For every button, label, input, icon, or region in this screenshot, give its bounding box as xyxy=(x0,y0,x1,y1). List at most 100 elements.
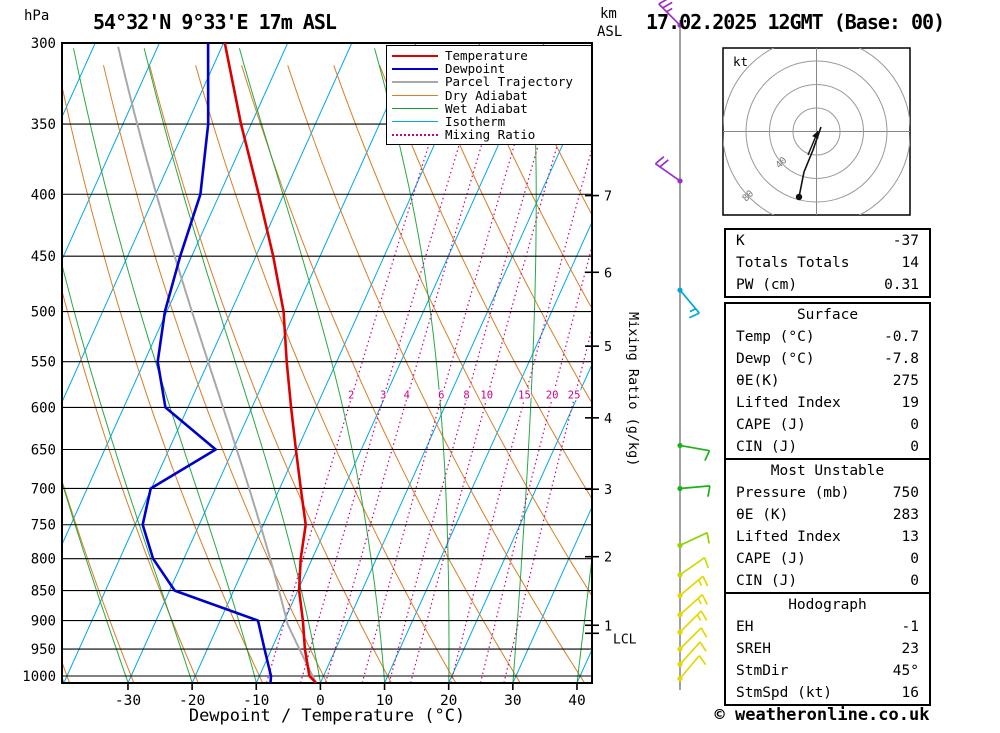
table-row-value: 16 xyxy=(901,685,919,701)
svg-text:2: 2 xyxy=(348,390,354,402)
table-row: Totals Totals 14 xyxy=(726,252,929,274)
table-row-label: Temp (°C) xyxy=(736,329,815,345)
svg-text:600: 600 xyxy=(31,400,56,416)
x-axis-label: Dewpoint / Temperature (°C) xyxy=(188,706,466,726)
svg-text:450: 450 xyxy=(31,249,56,265)
table-row-value: -0.7 xyxy=(884,329,919,345)
legend-label: Dry Adiabat xyxy=(445,87,528,103)
legend: Temperature Dewpoint Parcel Trajectory Dry … xyxy=(386,45,592,146)
legend-item: Isotherm xyxy=(392,115,586,128)
legend-label: Parcel Trajectory xyxy=(445,74,573,90)
wind-barbs xyxy=(654,0,711,690)
svg-text:10: 10 xyxy=(376,693,393,709)
table-row-value: -7.8 xyxy=(884,351,919,367)
stats-table-indices: K -37 Totals Totals 14 PW (cm) 0.31 xyxy=(724,228,931,298)
table-row-label: CIN (J) xyxy=(736,573,798,589)
svg-text:1000: 1000 xyxy=(22,669,56,685)
table-row-value: 45° xyxy=(892,663,919,679)
table-row-label: SREH xyxy=(736,641,771,657)
svg-text:10: 10 xyxy=(480,390,493,402)
table-row-label: StmSpd (kt) xyxy=(736,685,833,701)
run-date: 17.02.2025 12GMT (Base: 00) xyxy=(646,10,945,34)
table-row: CIN (J) 0 xyxy=(726,570,929,592)
table-row-value: 13 xyxy=(901,529,919,545)
svg-text:3: 3 xyxy=(380,390,386,402)
mixing-ratio-labels: 2 3 4 6 8 10 15 20 25 xyxy=(346,388,581,403)
legend-label: Isotherm xyxy=(445,114,506,130)
altitude-axis-unit-asl: ASL xyxy=(597,24,623,40)
table-row-value: 0 xyxy=(910,439,919,455)
table-row: Dewp (°C) -7.8 xyxy=(726,348,929,370)
svg-text:0: 0 xyxy=(316,693,325,709)
table-row: Lifted Index 13 xyxy=(726,526,929,548)
table-row: Temp (°C) -0.7 xyxy=(726,326,929,348)
mixing-ratio-axis-label: Mixing Ratio (g/kg) xyxy=(625,312,641,467)
svg-text:750: 750 xyxy=(31,518,56,534)
table-row-label: CIN (J) xyxy=(736,439,798,455)
table-row-value: -1 xyxy=(901,619,919,635)
pressure-gridlines xyxy=(62,42,592,677)
legend-item: Wet Adiabat xyxy=(392,102,586,115)
legend-line-sample xyxy=(392,107,438,109)
hodograph-trace xyxy=(798,126,822,198)
table-header: Surface xyxy=(796,307,859,323)
parcel-curve xyxy=(117,46,317,683)
station-title: 54°32'N 9°33'E 17m ASL xyxy=(93,10,337,34)
svg-text:25: 25 xyxy=(568,390,581,402)
svg-text:500: 500 xyxy=(31,305,56,321)
svg-text:6: 6 xyxy=(604,265,612,281)
table-row-value: 0 xyxy=(910,417,919,433)
svg-text:4: 4 xyxy=(404,390,410,402)
table-row: Lifted Index 19 xyxy=(726,392,929,414)
legend-line-sample xyxy=(392,67,438,70)
table-row-value: 0 xyxy=(910,573,919,589)
legend-line-sample xyxy=(392,94,438,96)
legend-item: Dry Adiabat xyxy=(392,89,586,102)
stats-table-hodograph: Hodograph EH -1 SREH 23 StmDir 45° StmSpd (kt) 1… xyxy=(724,592,931,706)
table-row: PW (cm) 0.31 xyxy=(726,274,929,296)
table-row-value: 275 xyxy=(892,373,919,389)
altitude-axis-unit-km: km xyxy=(600,6,617,22)
legend-line-sample xyxy=(392,80,438,83)
hodograph-unit: kt xyxy=(733,54,748,69)
svg-text:300: 300 xyxy=(31,36,56,52)
svg-text:7: 7 xyxy=(604,189,612,205)
svg-text:2: 2 xyxy=(604,550,612,566)
table-row: StmDir 45° xyxy=(726,660,929,682)
svg-text:400: 400 xyxy=(31,187,56,203)
table-row-label: CAPE (J) xyxy=(736,551,806,567)
table-row-label: Lifted Index xyxy=(736,529,841,545)
svg-text:LCL: LCL xyxy=(613,632,637,647)
table-header: Hodograph xyxy=(788,597,867,613)
table-row-label: EH xyxy=(736,619,754,635)
svg-text:1: 1 xyxy=(604,618,612,634)
svg-text:5: 5 xyxy=(604,339,612,355)
svg-text:900: 900 xyxy=(31,614,56,630)
legend-item: Dewpoint xyxy=(392,62,586,75)
legend-item: Parcel Trajectory xyxy=(392,75,586,88)
table-row-label: Lifted Index xyxy=(736,395,841,411)
svg-text:8: 8 xyxy=(463,390,469,402)
table-row-label: K xyxy=(736,233,745,249)
stats-table-most-unstable: Most Unstable Pressure (mb) 750 θE (K) 283 Li… xyxy=(724,458,931,594)
svg-text:-30: -30 xyxy=(115,693,141,709)
table-row: Pressure (mb) 750 xyxy=(726,482,929,504)
temperature-curve xyxy=(223,43,317,683)
table-row: K -37 xyxy=(726,230,929,252)
plot-border xyxy=(61,42,593,684)
svg-text:20: 20 xyxy=(546,390,559,402)
table-row-value: 14 xyxy=(901,255,919,271)
table-row: StmSpd (kt) 16 xyxy=(726,682,929,704)
legend-label: Mixing Ratio xyxy=(445,127,536,143)
table-row: CAPE (J) 0 xyxy=(726,414,929,436)
svg-text:650: 650 xyxy=(31,443,56,459)
svg-text:350: 350 xyxy=(31,117,56,133)
table-row-label: Totals Totals xyxy=(736,255,850,271)
mixing-ratio-lines xyxy=(265,65,592,683)
svg-text:40: 40 xyxy=(568,693,585,709)
legend-line-sample xyxy=(392,54,438,57)
table-row-label: StmDir xyxy=(736,663,789,679)
pressure-axis-unit: hPa xyxy=(24,8,50,24)
table-row-label: θE(K) xyxy=(736,373,780,389)
svg-text:-20: -20 xyxy=(179,693,205,709)
